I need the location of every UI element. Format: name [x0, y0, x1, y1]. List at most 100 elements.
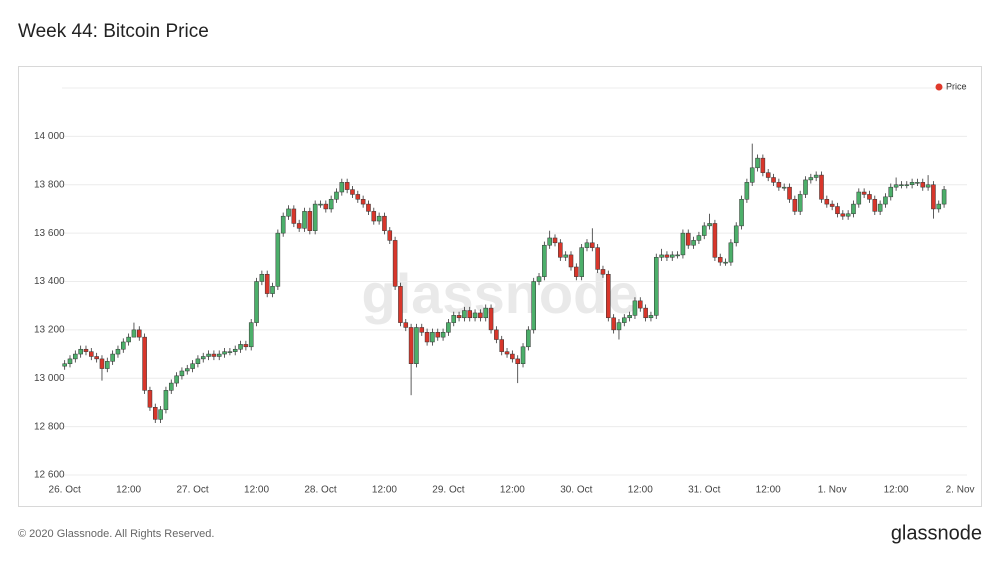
candle-body — [323, 203, 329, 210]
x-tick-label: 12:00 — [884, 485, 909, 496]
legend-marker — [935, 83, 943, 91]
candle-body — [99, 358, 105, 369]
candle-body — [83, 348, 89, 352]
candle-body — [552, 237, 558, 244]
candle-body — [478, 312, 483, 319]
candle-body — [787, 186, 792, 200]
candle-body — [819, 174, 824, 200]
candle-body — [446, 322, 451, 333]
candle-body — [685, 232, 691, 246]
candle-body — [563, 254, 568, 258]
y-tick-label: 13 200 — [34, 325, 65, 336]
y-tick-label: 14 000 — [34, 131, 65, 142]
candle-body — [89, 351, 94, 357]
candle-body — [440, 332, 446, 338]
candle-body — [622, 317, 627, 323]
candle-body — [675, 254, 680, 257]
x-tick-label: 12:00 — [116, 485, 141, 496]
legend-label: Price — [946, 81, 967, 91]
candle-body — [137, 329, 142, 338]
x-tick-label: 1. Nov — [818, 485, 847, 496]
candle-body — [227, 351, 233, 353]
candle-body — [238, 344, 243, 350]
candle-body — [62, 363, 67, 367]
candle-body — [206, 353, 211, 357]
candle-body — [121, 341, 126, 350]
candle-body — [893, 184, 899, 188]
candle-body — [472, 312, 478, 319]
candle-body — [403, 322, 409, 328]
candle-body — [760, 157, 766, 173]
candle-body — [67, 358, 73, 364]
y-tick-label: 13 400 — [34, 276, 65, 287]
candle-body — [531, 281, 536, 331]
candle-body — [451, 315, 457, 323]
candle-body — [909, 182, 915, 186]
candle-body — [755, 157, 760, 169]
candle-body — [350, 189, 355, 195]
candle-body — [147, 390, 153, 408]
candle-body — [680, 232, 686, 256]
candle-body — [195, 358, 201, 364]
candle-body — [510, 353, 515, 360]
candle-body — [248, 322, 254, 348]
candle-body — [845, 213, 851, 217]
candle-body — [382, 215, 387, 231]
chart-frame — [18, 66, 982, 507]
candle-body — [243, 344, 249, 348]
x-tick-label: 27. Oct — [176, 485, 208, 496]
candle-body — [808, 177, 814, 181]
chart-title: Week 44: Bitcoin Price — [18, 21, 209, 42]
candle-body — [696, 235, 702, 241]
candle-body — [264, 273, 270, 294]
candle-body — [302, 211, 307, 229]
x-tick-label: 12:00 — [756, 485, 781, 496]
candle-body — [318, 203, 323, 206]
candle-body — [590, 242, 595, 248]
candle-body — [648, 315, 654, 319]
candle-body — [142, 336, 147, 391]
candle-body — [366, 203, 371, 212]
candle-body — [707, 223, 712, 227]
candle-body — [494, 329, 499, 340]
candle-body — [568, 254, 574, 268]
candle-body — [829, 203, 835, 207]
candle-body — [931, 184, 936, 210]
candle-body — [398, 286, 403, 323]
candle-body — [312, 203, 318, 231]
candle-body — [94, 356, 99, 360]
candle-body — [691, 240, 696, 246]
y-tick-label: 12 800 — [34, 421, 65, 432]
candle-body — [643, 307, 648, 319]
candle-body — [733, 225, 739, 244]
candle-body — [414, 327, 419, 364]
candle-body — [392, 240, 398, 287]
candle-body — [813, 174, 819, 178]
x-tick-label: 28. Oct — [304, 485, 336, 496]
candle-body — [904, 184, 910, 186]
candle-body — [653, 257, 659, 316]
candle-body — [152, 407, 158, 420]
candle-body — [184, 368, 190, 372]
candle-body — [163, 390, 169, 410]
candle-body — [824, 199, 830, 205]
candle-body — [776, 182, 782, 188]
candle-body — [360, 199, 366, 205]
candle-body — [286, 208, 291, 217]
x-tick-label: 31. Oct — [688, 485, 720, 496]
candle-body — [307, 211, 313, 231]
candle-body — [877, 203, 883, 212]
candle-body — [851, 203, 856, 215]
candle-body — [840, 213, 846, 217]
candle-body — [105, 361, 110, 369]
x-tick-label: 12:00 — [244, 485, 269, 496]
candle-body — [883, 196, 888, 205]
candle-body — [424, 332, 430, 343]
candle-body — [73, 353, 78, 360]
candle-body — [749, 167, 755, 183]
candle-body — [216, 353, 222, 357]
candle-body — [867, 194, 872, 200]
candle-body — [856, 191, 862, 205]
candle-body — [616, 322, 622, 331]
